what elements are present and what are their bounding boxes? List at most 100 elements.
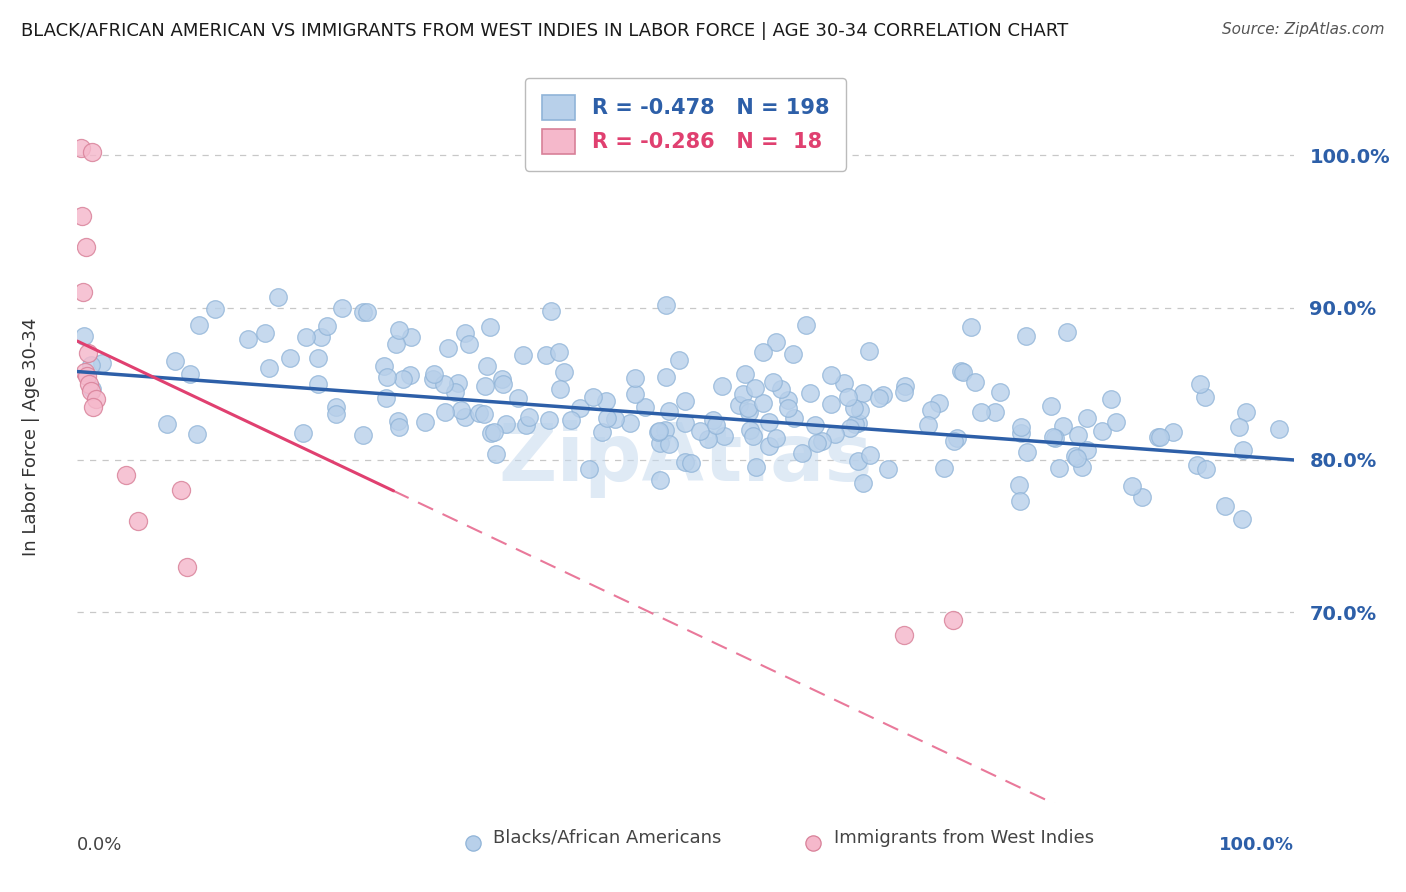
Point bbox=[658, 404, 681, 418]
Point bbox=[433, 405, 456, 419]
Point bbox=[90, 356, 112, 370]
Point bbox=[673, 455, 696, 469]
Point bbox=[491, 372, 513, 386]
Point bbox=[658, 437, 681, 451]
Point bbox=[437, 342, 460, 356]
Point bbox=[495, 417, 517, 431]
Point bbox=[1185, 458, 1208, 472]
Point bbox=[623, 371, 645, 385]
Text: 0.0%: 0.0% bbox=[77, 836, 122, 854]
Point bbox=[80, 145, 103, 160]
Text: BLACK/AFRICAN AMERICAN VS IMMIGRANTS FROM WEST INDIES IN LABOR FORCE | AGE 30-34: BLACK/AFRICAN AMERICAN VS IMMIGRANTS FRO… bbox=[21, 22, 1069, 40]
Point bbox=[820, 397, 842, 411]
Point bbox=[422, 368, 444, 382]
Point bbox=[1076, 443, 1098, 458]
Point bbox=[731, 386, 754, 401]
Point bbox=[872, 388, 894, 402]
Point bbox=[648, 473, 671, 487]
Point bbox=[1194, 462, 1216, 476]
Point bbox=[179, 367, 201, 381]
Point bbox=[932, 461, 955, 475]
Point bbox=[1230, 512, 1253, 526]
Point bbox=[1188, 377, 1211, 392]
Point bbox=[80, 358, 103, 372]
Legend: R = -0.478   N = 198, R = -0.286   N =  18: R = -0.478 N = 198, R = -0.286 N = 18 bbox=[524, 78, 846, 170]
Point bbox=[375, 369, 398, 384]
Point bbox=[315, 318, 337, 333]
Point bbox=[950, 364, 973, 378]
Point bbox=[399, 368, 422, 382]
Point bbox=[388, 419, 411, 434]
Point bbox=[447, 376, 470, 390]
Point bbox=[740, 423, 762, 437]
Point bbox=[115, 468, 138, 483]
Point bbox=[697, 433, 720, 447]
Point bbox=[170, 483, 193, 498]
Point bbox=[307, 377, 329, 392]
Point bbox=[849, 403, 872, 417]
Point bbox=[824, 427, 846, 442]
Point bbox=[373, 359, 395, 373]
Point bbox=[1017, 445, 1039, 459]
Point bbox=[794, 318, 817, 333]
Point bbox=[917, 417, 939, 432]
Point bbox=[647, 425, 669, 439]
Point bbox=[752, 345, 775, 359]
Point bbox=[266, 289, 288, 303]
Point bbox=[165, 353, 187, 368]
Point bbox=[468, 406, 491, 420]
Point bbox=[548, 344, 571, 359]
Text: Immigrants from West Indies: Immigrants from West Indies bbox=[834, 829, 1094, 847]
Point bbox=[1042, 430, 1064, 444]
Point bbox=[811, 434, 834, 448]
Point bbox=[352, 428, 374, 442]
Point bbox=[582, 391, 605, 405]
Point bbox=[673, 416, 696, 430]
Point bbox=[1268, 422, 1291, 436]
Point bbox=[965, 375, 987, 389]
Point bbox=[704, 418, 727, 433]
Point bbox=[553, 365, 575, 379]
Point bbox=[783, 411, 806, 425]
Point bbox=[1130, 491, 1153, 505]
Point bbox=[877, 462, 900, 476]
Point bbox=[689, 424, 711, 438]
Point bbox=[560, 413, 582, 427]
Point bbox=[280, 351, 302, 365]
Point bbox=[1232, 442, 1254, 457]
Point bbox=[70, 209, 93, 223]
Point bbox=[737, 401, 759, 416]
Point bbox=[1161, 425, 1184, 439]
Point bbox=[454, 409, 477, 424]
Point bbox=[1194, 390, 1216, 404]
Point bbox=[1015, 328, 1038, 343]
Point bbox=[734, 367, 756, 381]
Point bbox=[648, 425, 671, 439]
Point bbox=[548, 383, 571, 397]
Point bbox=[1010, 426, 1032, 441]
Point bbox=[673, 394, 696, 409]
Point bbox=[254, 326, 277, 341]
Point bbox=[70, 140, 93, 154]
Point bbox=[603, 411, 626, 425]
Text: Blacks/African Americans: Blacks/African Americans bbox=[494, 829, 721, 847]
Point bbox=[595, 394, 617, 409]
Point bbox=[744, 381, 766, 395]
Point bbox=[1105, 415, 1128, 429]
Point bbox=[1076, 411, 1098, 425]
Point bbox=[187, 318, 209, 332]
Point bbox=[837, 390, 859, 404]
Point bbox=[1043, 431, 1066, 445]
Point bbox=[1056, 325, 1078, 339]
Point bbox=[858, 344, 880, 359]
Point bbox=[388, 323, 411, 337]
Point bbox=[1052, 419, 1074, 434]
Point bbox=[758, 439, 780, 453]
Point bbox=[332, 301, 354, 315]
Point bbox=[738, 405, 761, 419]
Point bbox=[1099, 392, 1122, 407]
Point bbox=[82, 400, 104, 414]
Point bbox=[745, 460, 768, 475]
Point bbox=[765, 335, 787, 350]
Point bbox=[654, 423, 676, 437]
